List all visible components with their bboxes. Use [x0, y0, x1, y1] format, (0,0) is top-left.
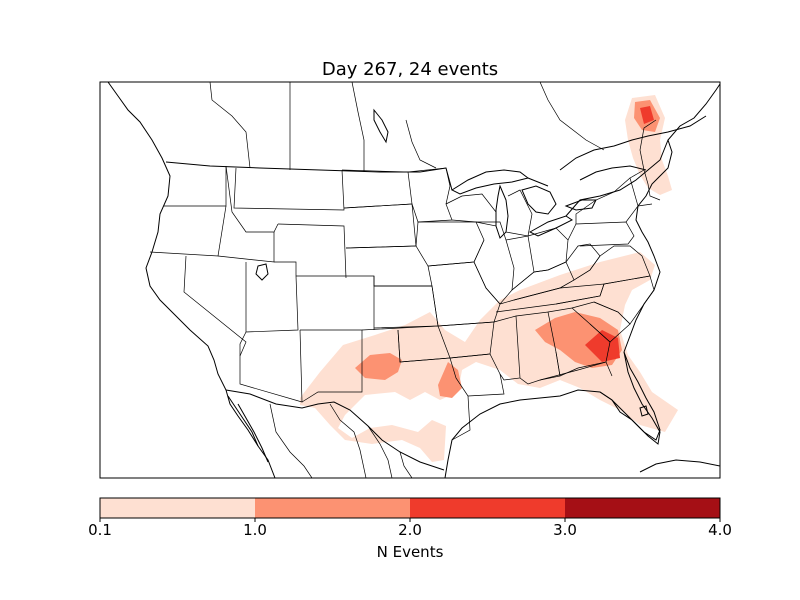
figure-title: Day 267, 24 events	[322, 59, 498, 80]
colorbar-tick-label: 4.0	[708, 521, 732, 539]
colorbar-bins	[100, 498, 720, 518]
colorbar: 0.1 1.0 2.0 3.0 4.0 N Events	[88, 497, 732, 561]
boundary-mexico-states	[269, 403, 413, 478]
colorbar-bin	[410, 498, 565, 518]
colorbar-bin	[565, 498, 720, 518]
colorbar-bin	[255, 498, 410, 518]
coastline-gulf-of-st-lawrence	[559, 115, 707, 181]
boundary-ga	[547, 307, 611, 377]
colorbar-label: N Events	[377, 543, 444, 561]
map-frame	[99, 81, 721, 479]
colorbar-tick-label: 3.0	[553, 521, 577, 539]
coastline-west	[100, 82, 276, 478]
lake-michigan	[495, 184, 509, 239]
boundary-mt	[233, 167, 345, 211]
lake-okeechobee	[639, 405, 649, 417]
colorbar-tick-label: 1.0	[243, 521, 267, 539]
density-region-texas-east	[438, 362, 462, 398]
boundary-tx	[397, 329, 471, 441]
great-salt-lake	[255, 263, 269, 281]
boundary-wv	[565, 243, 601, 281]
lake-huron	[521, 185, 557, 215]
boundary-nc	[555, 275, 655, 325]
density-region-texas-north	[355, 353, 402, 380]
boundary-az	[239, 329, 303, 403]
country-borders	[165, 139, 669, 471]
boundary-pa	[567, 221, 635, 247]
boundary-id-mt	[225, 165, 279, 233]
boundary-wy	[277, 223, 347, 279]
density-peak-southeast	[585, 330, 620, 362]
lake-winnipeg	[373, 108, 389, 144]
boundary-ne	[345, 245, 433, 287]
lakes	[255, 108, 649, 417]
density-region-southeast	[300, 252, 678, 462]
border-us-mexico	[225, 389, 445, 471]
map-panel	[99, 81, 721, 479]
colorbar-bin	[100, 498, 255, 518]
boundary-canada-east	[405, 82, 605, 169]
boundary-fl	[539, 361, 613, 381]
lake-erie	[528, 215, 573, 237]
boundary-or	[149, 205, 227, 257]
density-level-3	[585, 106, 654, 362]
state-boundaries	[149, 82, 661, 478]
density-peak-maine	[640, 106, 654, 124]
colorbar-tick-marks	[99, 518, 721, 522]
coastline-florida	[599, 351, 661, 445]
boundary-canada-prairies	[209, 82, 365, 172]
boundary-mi	[505, 189, 533, 237]
coastline-cuba	[639, 459, 720, 473]
colorbar-tick-label: 0.1	[88, 521, 112, 539]
boundary-nm	[300, 329, 363, 403]
boundary-ca-nv	[183, 255, 247, 357]
colorbar-tick-label: 2.0	[398, 521, 422, 539]
boundary-new-england	[629, 119, 661, 207]
coastline-baja	[227, 395, 269, 463]
